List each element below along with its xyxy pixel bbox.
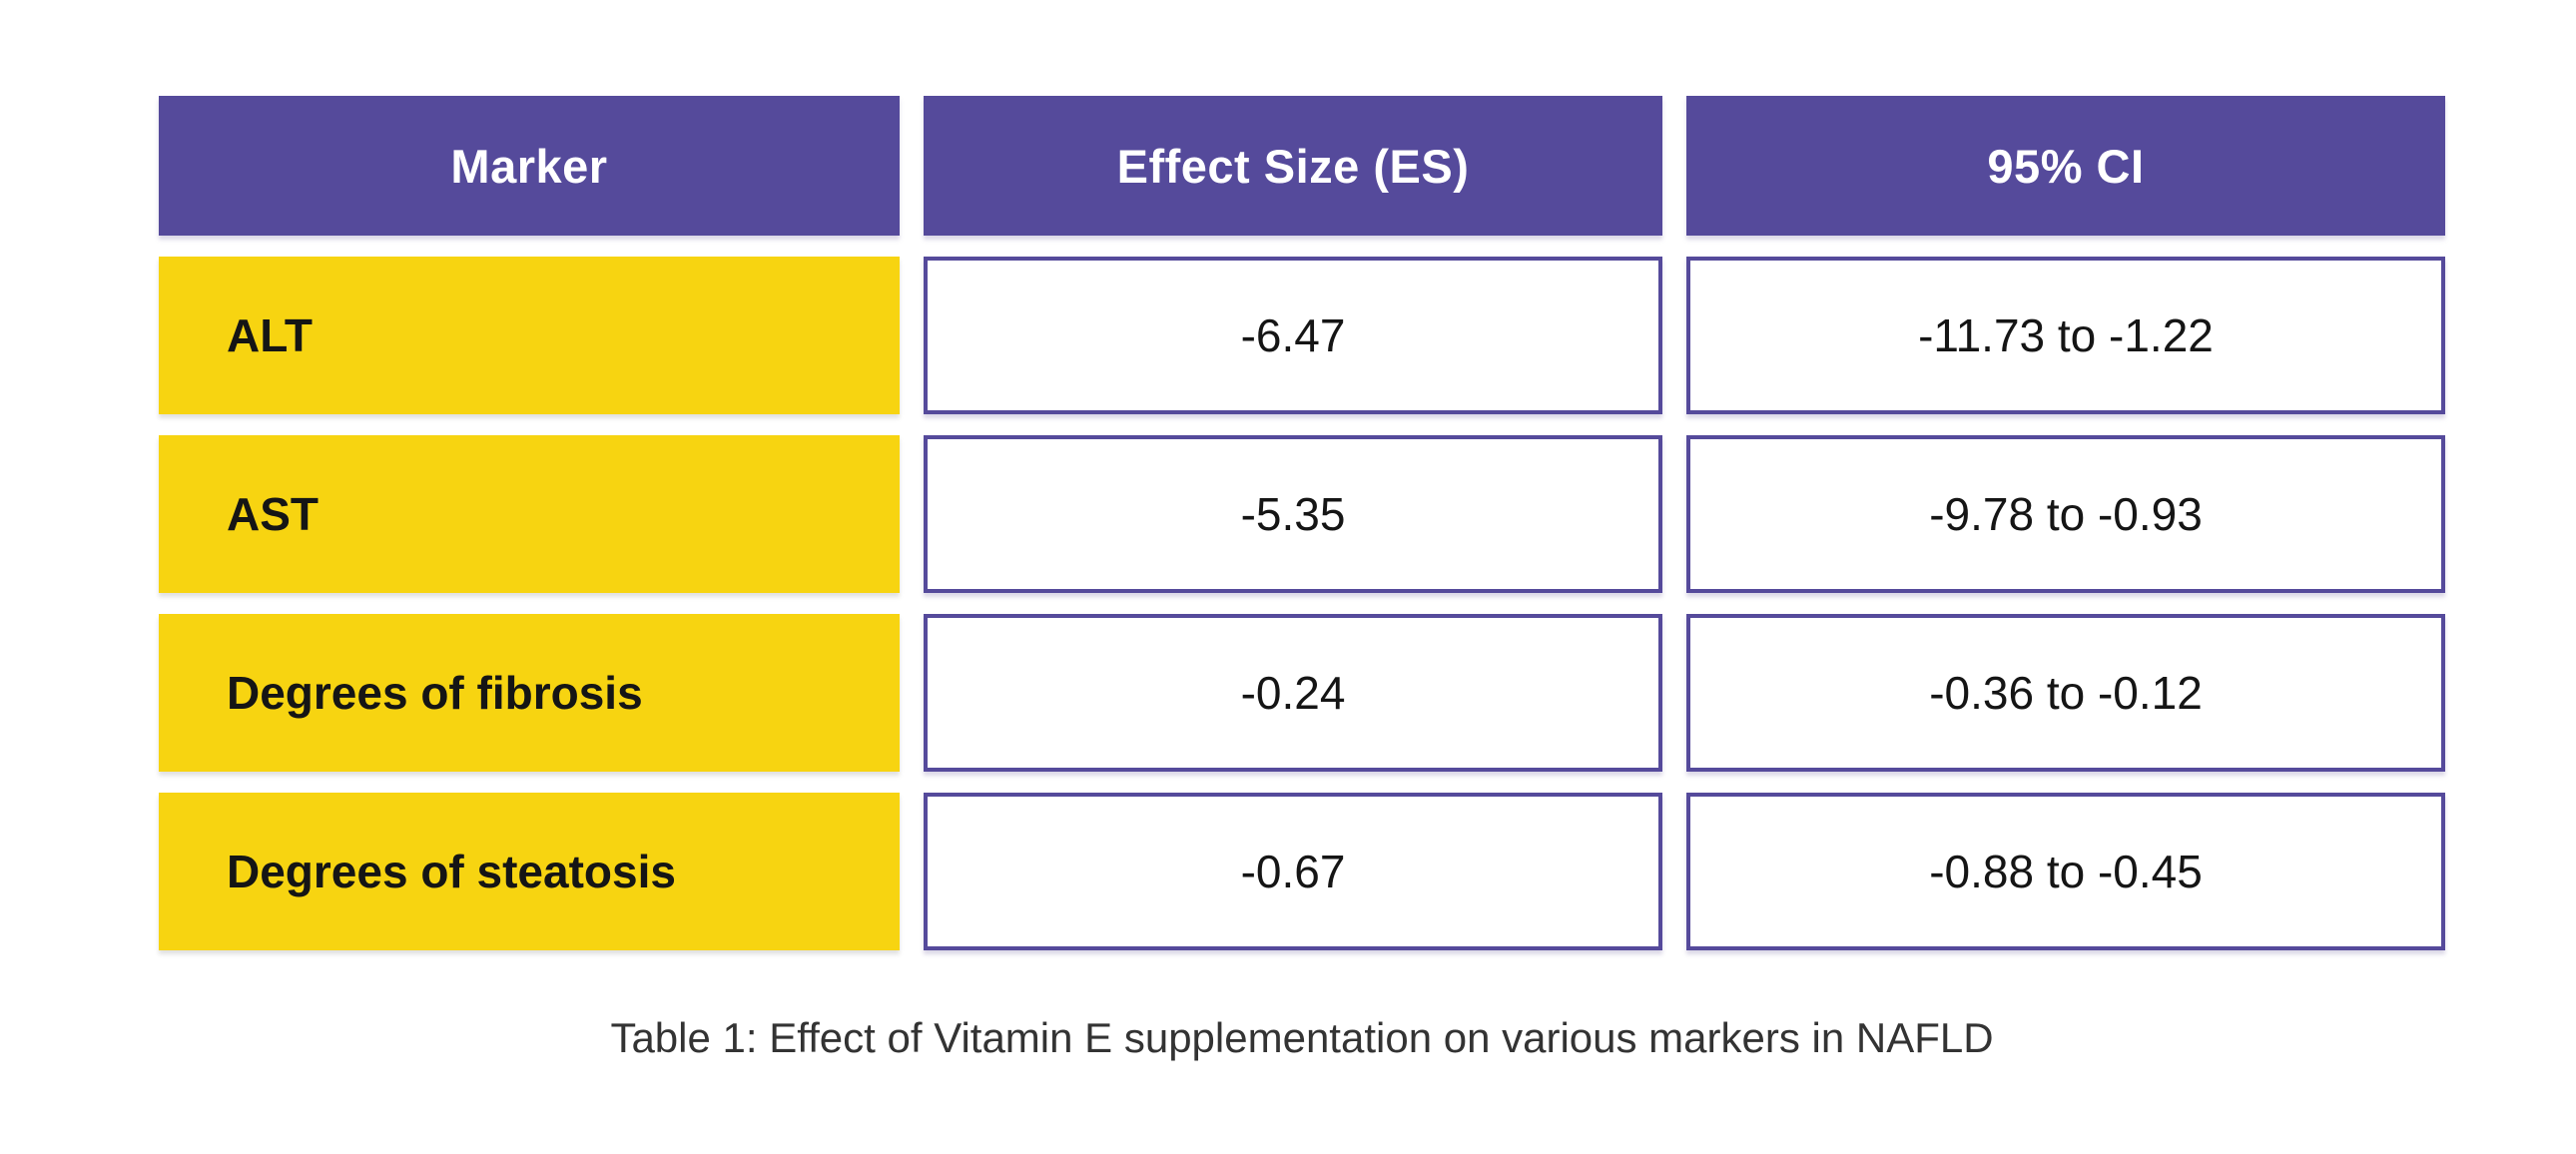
marker-cell-alt: ALT [159, 257, 900, 414]
header-cell-ci: 95% CI [1686, 96, 2445, 236]
header-cell-effect-size: Effect Size (ES) [924, 96, 1662, 236]
ci-cell-steatosis: -0.88 to -0.45 [1686, 793, 2445, 950]
effect-size-cell-alt: -6.47 [924, 257, 1662, 414]
effect-size-cell-steatosis: -0.67 [924, 793, 1662, 950]
ci-cell-ast: -9.78 to -0.93 [1686, 435, 2445, 593]
ci-cell-fibrosis: -0.36 to -0.12 [1686, 614, 2445, 772]
table-caption: Table 1: Effect of Vitamin E supplementa… [610, 1014, 1994, 1061]
ci-cell-alt: -11.73 to -1.22 [1686, 257, 2445, 414]
marker-cell-ast: AST [159, 435, 900, 593]
markers-table: Marker Effect Size (ES) 95% CI ALT -6.47… [159, 96, 2445, 950]
effect-size-cell-fibrosis: -0.24 [924, 614, 1662, 772]
marker-cell-steatosis: Degrees of steatosis [159, 793, 900, 950]
marker-cell-fibrosis: Degrees of fibrosis [159, 614, 900, 772]
header-cell-marker: Marker [159, 96, 900, 236]
effect-size-cell-ast: -5.35 [924, 435, 1662, 593]
